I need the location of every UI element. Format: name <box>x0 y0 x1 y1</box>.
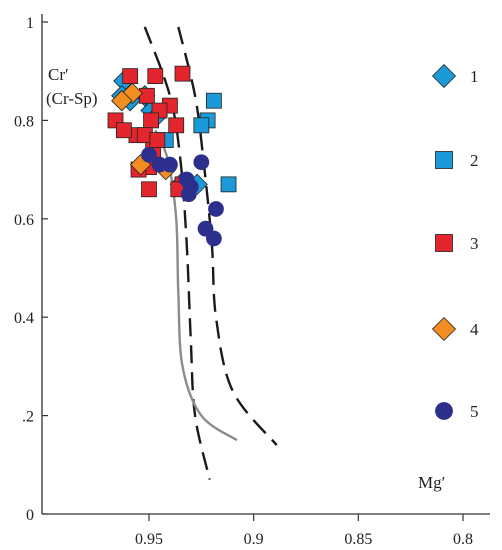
y-tick-label: 1 <box>26 15 34 32</box>
y-axis-label-line1: Cr′ <box>48 65 69 84</box>
x-tick-label: 0.85 <box>344 531 372 548</box>
y-tick-label: 0.8 <box>14 113 34 130</box>
y-tick-label: 0 <box>26 507 34 524</box>
point-series-5 <box>162 156 178 173</box>
point-series-3 <box>149 132 166 148</box>
legend-marker-5 <box>435 402 453 420</box>
legend-label-5: 5 <box>470 402 479 421</box>
x-tick-label: 0.8 <box>453 531 473 548</box>
legend-marker-3 <box>435 234 453 252</box>
point-series-4 <box>111 90 133 112</box>
point-series-3 <box>168 117 185 134</box>
y-tick-label: 0.6 <box>14 212 34 229</box>
point-series-5 <box>178 171 195 188</box>
point-series-2 <box>193 117 210 134</box>
point-series-5 <box>193 154 210 171</box>
data-points <box>107 65 237 247</box>
point-series-5 <box>206 230 222 247</box>
x-tick-label: 0.9 <box>244 531 264 548</box>
legend-marker-2 <box>435 151 453 169</box>
x-tick-label: 0.95 <box>135 531 163 548</box>
point-series-2 <box>220 176 237 193</box>
y-axis-label-line2: (Cr-Sp) <box>46 89 98 108</box>
point-series-5 <box>180 186 197 203</box>
legend-label-1: 1 <box>470 67 479 86</box>
legend: 1 2 3 4 5 <box>431 63 479 421</box>
legend-marker-1 <box>431 63 457 89</box>
y-tick-label: .2 <box>22 409 34 426</box>
legend-marker-4 <box>431 316 457 342</box>
point-series-3 <box>139 87 155 104</box>
legend-label-2: 2 <box>470 151 479 170</box>
point-series-3 <box>115 122 132 139</box>
point-series-3 <box>143 112 159 129</box>
legend-label-4: 4 <box>470 320 479 339</box>
point-series-2 <box>205 92 222 109</box>
point-series-3 <box>174 65 191 82</box>
point-series-3 <box>122 68 139 85</box>
point-series-3 <box>147 68 164 85</box>
x-axis-label: Mg′ <box>418 473 445 492</box>
legend-label-3: 3 <box>470 234 479 253</box>
point-series-5 <box>141 146 157 163</box>
axes: 0 .2 0.4 0.6 0.8 1 0.95 0.9 0.85 0.8 <box>14 14 490 548</box>
y-tick-label: 0.4 <box>14 310 34 327</box>
point-series-5 <box>208 201 224 217</box>
point-series-3 <box>141 181 157 198</box>
boundary-trend-curve <box>143 26 211 480</box>
